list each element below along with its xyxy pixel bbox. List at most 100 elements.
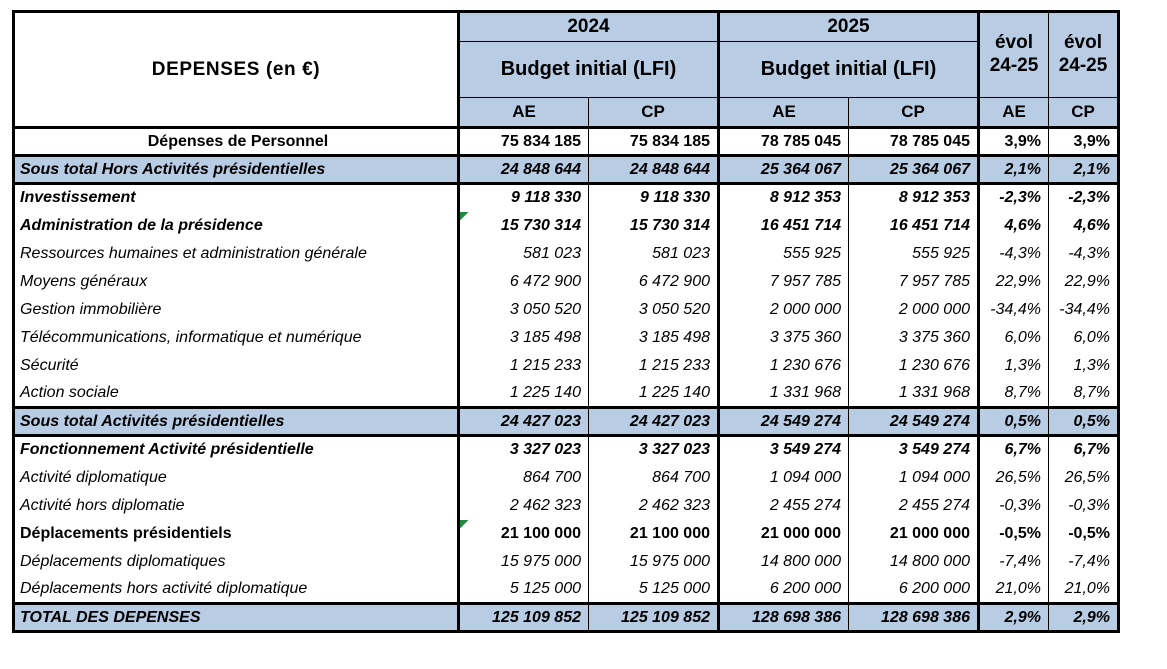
cell-value: -2,3% [1068, 189, 1110, 207]
table-row: Administration de la présidence 15 730 31… [13, 211, 1119, 240]
excel-note-flag-icon [460, 519, 469, 529]
cell-evol-ae: -2,3% [978, 183, 1049, 212]
cell-cp-2024: 15 975 000 [588, 547, 720, 576]
cell-ae-2024: 125 109 852 [458, 602, 589, 632]
cell-ae-2024: 15 975 000 [458, 547, 589, 576]
cell-value: -4,3% [999, 244, 1041, 262]
table-row: Déplacements diplomatiques 15 975 000 15 9… [13, 547, 1119, 576]
row-label: Sous total Activités présidentielles [13, 406, 460, 437]
table-row: Télécommunications, informatique et numé… [13, 323, 1119, 352]
cell-value: 22,9% [1064, 272, 1110, 290]
cell-value: 6 472 900 [638, 272, 710, 290]
cell-value: 125 109 852 [492, 608, 581, 626]
cell-ae-2024: 1 215 233 [458, 351, 589, 380]
cell-ae-2024: 3 327 023 [458, 435, 589, 464]
cell-cp-2024: 3 050 520 [588, 295, 720, 324]
cell-value: 8 912 353 [769, 189, 841, 207]
cell-ae-2024: 3 050 520 [458, 295, 589, 324]
cell-evol-ae: 26,5% [978, 463, 1049, 492]
col-header-ae-2025: AE [718, 97, 849, 129]
cell-value: 16 451 714 [889, 216, 970, 234]
cell-value: -34,4% [1059, 300, 1110, 318]
cell-evol-ae: 8,7% [978, 379, 1049, 408]
cell-value: 24 427 023 [629, 412, 710, 430]
cell-cp-2025: 3 375 360 [848, 323, 980, 352]
table-row: Sécurité 1 215 233 1 215 233 1 230 676 1 230… [13, 351, 1119, 380]
cell-evol-cp: 22,9% [1049, 268, 1119, 296]
cell-value: 24 549 274 [889, 412, 970, 430]
cell-ae-2024: 864 700 [458, 463, 589, 492]
cell-value: 21 000 000 [760, 524, 841, 542]
table-row: Ressources humaines et administration gé… [13, 239, 1119, 268]
cell-ae-2025: 2 455 274 [718, 491, 849, 520]
cell-cp-2024: 75 834 185 [588, 127, 720, 156]
cell-value: -34,4% [990, 300, 1041, 318]
table-row: Gestion immobilière 3 050 520 3 050 520 2 0… [13, 295, 1119, 324]
evol-header-cp-line2: 24-25 [1058, 55, 1108, 76]
cell-cp-2025: 1 331 968 [848, 379, 980, 408]
cell-cp-2024: 2 462 323 [588, 491, 720, 520]
cell-evol-ae: -7,4% [978, 547, 1049, 576]
cell-cp-2024: 3 327 023 [588, 435, 720, 464]
cell-value: 1,3% [1004, 356, 1041, 374]
cell-ae-2025: 3 375 360 [718, 323, 849, 352]
evol-header-cp: évol 24-25 [1048, 11, 1119, 98]
cell-value: 128 698 386 [881, 608, 970, 626]
row-label: Activité hors diplomatie [13, 491, 460, 520]
row-label: Sécurité [13, 351, 460, 380]
cell-evol-cp: 21,0% [1049, 576, 1119, 604]
cell-ae-2025: 6 200 000 [718, 575, 849, 604]
cell-value: 3 549 274 [898, 441, 970, 459]
cell-value: 21 100 000 [500, 524, 581, 542]
cell-ae-2025: 21 000 000 [718, 519, 849, 548]
cell-value: -7,4% [1068, 552, 1110, 570]
cell-value: 6 200 000 [898, 579, 970, 597]
cell-value: -0,3% [1068, 496, 1110, 514]
cell-value: -4,3% [1068, 244, 1110, 262]
cell-cp-2025: 6 200 000 [848, 575, 980, 604]
cell-value: -0,5% [999, 524, 1041, 542]
cell-value: 3 050 520 [638, 300, 710, 318]
cell-value: 864 700 [652, 468, 710, 486]
cell-evol-ae: 6,0% [978, 323, 1049, 352]
cell-value: 75 834 185 [629, 132, 710, 150]
cell-ae-2025: 1 230 676 [718, 351, 849, 380]
row-label: Moyens généraux [13, 267, 460, 296]
cell-ae-2025: 24 549 274 [718, 406, 849, 437]
cell-value: 3 327 023 [509, 441, 581, 459]
cell-value: 21 100 000 [629, 524, 710, 542]
cell-ae-2024: 1 225 140 [458, 379, 589, 408]
cell-value: 9 118 330 [640, 189, 710, 207]
cell-ae-2024: 24 427 023 [458, 406, 589, 437]
cell-ae-2025: 2 000 000 [718, 295, 849, 324]
cell-cp-2025: 14 800 000 [848, 547, 980, 576]
table-row: Déplacements présidentiels 21 100 000 21 1… [13, 519, 1119, 548]
cell-evol-ae: -34,4% [978, 295, 1049, 324]
cell-ae-2024: 9 118 330 [458, 183, 589, 212]
cell-ae-2025: 16 451 714 [718, 211, 849, 240]
table-row: Activité hors diplomatie 2 462 323 2 462 3… [13, 491, 1119, 520]
cell-cp-2024: 15 730 314 [588, 211, 720, 240]
cell-value: 3 375 360 [769, 328, 841, 346]
cell-value: 6,0% [1004, 328, 1041, 346]
cell-value: -0,3% [999, 496, 1041, 514]
cell-ae-2025: 78 785 045 [718, 127, 849, 156]
evol-header-ae-line2: 24-25 [989, 55, 1039, 76]
row-label: Administration de la présidence [13, 211, 460, 240]
row-label: Dépenses de Personnel [13, 127, 460, 156]
cell-cp-2025: 25 364 067 [848, 154, 980, 185]
cell-value: 15 975 000 [629, 552, 710, 570]
cell-ae-2024: 15 730 314 [458, 211, 589, 240]
row-label: Déplacements hors activité diplomatique [13, 575, 460, 604]
cell-value: 78 785 045 [760, 132, 841, 150]
cell-value: 7 957 785 [769, 272, 841, 290]
cell-value: 1,3% [1073, 356, 1110, 374]
cell-value: 5 125 000 [638, 579, 710, 597]
cell-value: 4,6% [1004, 216, 1041, 234]
cell-value: 24 848 644 [500, 160, 581, 178]
cell-cp-2025: 7 957 785 [848, 267, 980, 296]
cell-value: 21 000 000 [889, 524, 970, 542]
cell-value: 6,7% [1004, 441, 1041, 459]
cell-evol-cp: 2,1% [1048, 154, 1119, 185]
cell-evol-cp: 26,5% [1049, 464, 1119, 492]
